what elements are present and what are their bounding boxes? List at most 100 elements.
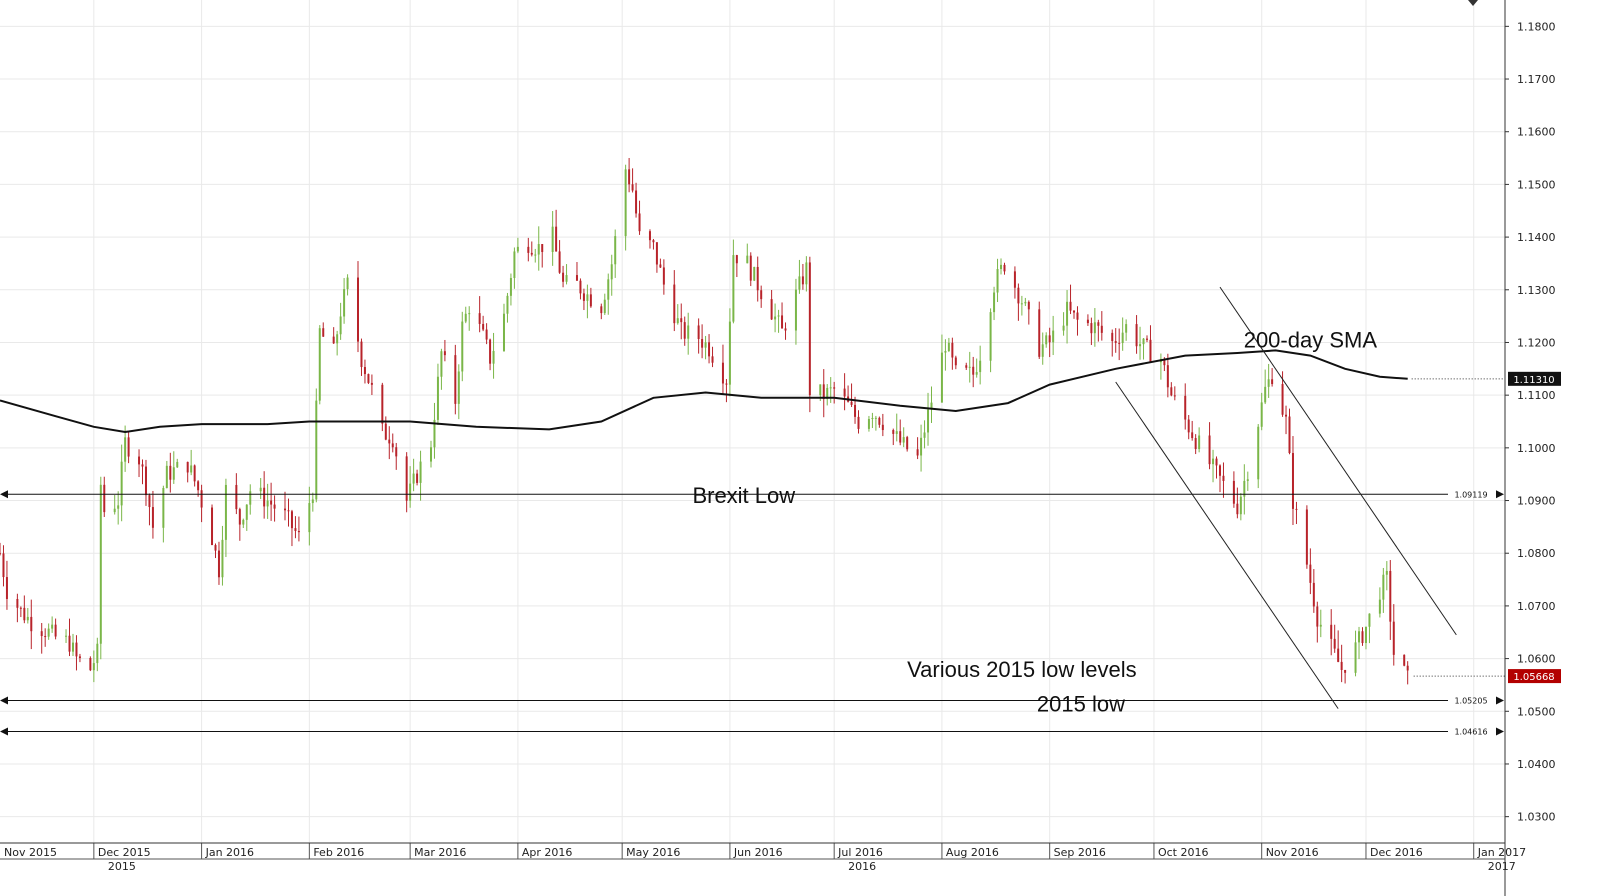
candle-body <box>99 484 102 644</box>
candle-body <box>502 313 505 351</box>
candle-body <box>843 388 846 397</box>
candle-body <box>318 328 321 401</box>
level-arrow-icon <box>0 490 8 499</box>
candle-body <box>249 491 252 505</box>
candle-body <box>648 231 651 241</box>
scroll-arrow-icon <box>1468 0 1478 6</box>
candle-body <box>1149 339 1152 363</box>
candle-body <box>370 382 373 385</box>
candle-body <box>589 294 592 307</box>
candle-body <box>200 490 203 508</box>
candle-body <box>124 437 127 462</box>
candle-body <box>600 306 603 314</box>
x-tick-label: Jan 2017 <box>1477 846 1526 859</box>
candle-body <box>336 334 339 344</box>
candle-body <box>245 504 248 520</box>
candle-body <box>777 315 780 317</box>
candle-body <box>1309 564 1312 583</box>
candle-body <box>614 236 617 265</box>
candle-body <box>1243 480 1246 497</box>
y-tick-label: 1.1500 <box>1517 178 1556 191</box>
candle-body <box>940 352 943 403</box>
candle-body <box>47 628 50 637</box>
candle-body <box>1076 312 1079 320</box>
sma-200-line <box>0 349 1408 434</box>
candle-body <box>805 262 808 285</box>
candle-body <box>1208 435 1211 465</box>
annotation-label: Brexit Low <box>692 483 795 508</box>
candle-body <box>697 325 700 340</box>
candle-body <box>1281 384 1284 415</box>
candle-body <box>1232 480 1235 504</box>
candle-body <box>509 278 512 296</box>
candle-body <box>1236 503 1239 515</box>
candle-body <box>989 312 992 361</box>
candle-body <box>1312 582 1315 607</box>
candle-body <box>1295 508 1298 510</box>
candle-body <box>954 357 957 366</box>
candle-body <box>1184 395 1187 420</box>
candle-body <box>1194 438 1197 450</box>
candle-body <box>972 366 975 375</box>
y-tick-label: 1.1600 <box>1517 126 1556 139</box>
candle-body <box>899 431 902 443</box>
candle-body <box>391 443 394 448</box>
candle-body <box>464 313 467 322</box>
annotation-label: Various 2015 low levels <box>907 657 1137 682</box>
annotation-label: 200-day SMA <box>1244 328 1378 353</box>
candle-body <box>284 508 287 511</box>
candle-body <box>176 461 179 468</box>
candle-body <box>103 484 106 513</box>
candle-body <box>541 244 544 253</box>
candle-body <box>263 487 266 507</box>
candle-body <box>96 643 99 664</box>
candle-body <box>1319 624 1322 627</box>
candle-body <box>26 616 29 621</box>
candle-body <box>562 272 565 282</box>
candle-body <box>770 299 773 320</box>
candle-body <box>635 190 638 214</box>
candle-body <box>808 262 811 396</box>
candle-body <box>1073 310 1076 313</box>
gridlines <box>0 0 1505 843</box>
x-tick-label: Nov 2015 <box>4 846 57 859</box>
x-tick-label: Feb 2016 <box>313 846 364 859</box>
candle-body <box>308 503 311 533</box>
candle-body <box>419 461 422 483</box>
candle-body <box>429 447 432 462</box>
level-label: 1.09119 <box>1454 490 1487 499</box>
candle-body <box>242 519 245 525</box>
candle-body <box>878 417 881 425</box>
candle-body <box>290 511 293 529</box>
candle-body <box>575 275 578 281</box>
candle-body <box>721 362 724 384</box>
candle-body <box>683 322 686 339</box>
candle-body <box>1215 458 1218 466</box>
candle-body <box>586 294 589 301</box>
candle-body <box>1048 335 1051 343</box>
candle-body <box>68 635 71 652</box>
level-arrow-icon <box>0 727 8 736</box>
candle-body <box>975 372 978 375</box>
candle-body <box>534 254 537 256</box>
candle-body <box>169 465 172 480</box>
candle-body <box>5 577 8 599</box>
candle-body <box>867 419 870 429</box>
candle-body <box>895 431 898 434</box>
candle-body <box>19 607 22 609</box>
overlay-lines: 1.09119 1.05205 1.04616 <box>0 286 1505 737</box>
level-arrow-icon <box>1496 696 1504 705</box>
axes: 1.1800 1.1700 1.1600 1.1500 1.1400 1.1300 1.12… <box>0 0 1561 896</box>
candle-body <box>1222 475 1225 481</box>
candle-body <box>728 321 731 385</box>
candle-body <box>190 465 193 473</box>
candle-body <box>92 663 95 671</box>
candle-body <box>920 437 923 456</box>
candle-body <box>993 292 996 313</box>
y-tick-label: 1.0800 <box>1517 547 1556 560</box>
candle-body <box>1045 335 1048 345</box>
level-label: 1.05205 <box>1454 696 1487 705</box>
sma-value-box-label: 1.11310 <box>1513 375 1554 386</box>
candle-body <box>1027 301 1030 310</box>
